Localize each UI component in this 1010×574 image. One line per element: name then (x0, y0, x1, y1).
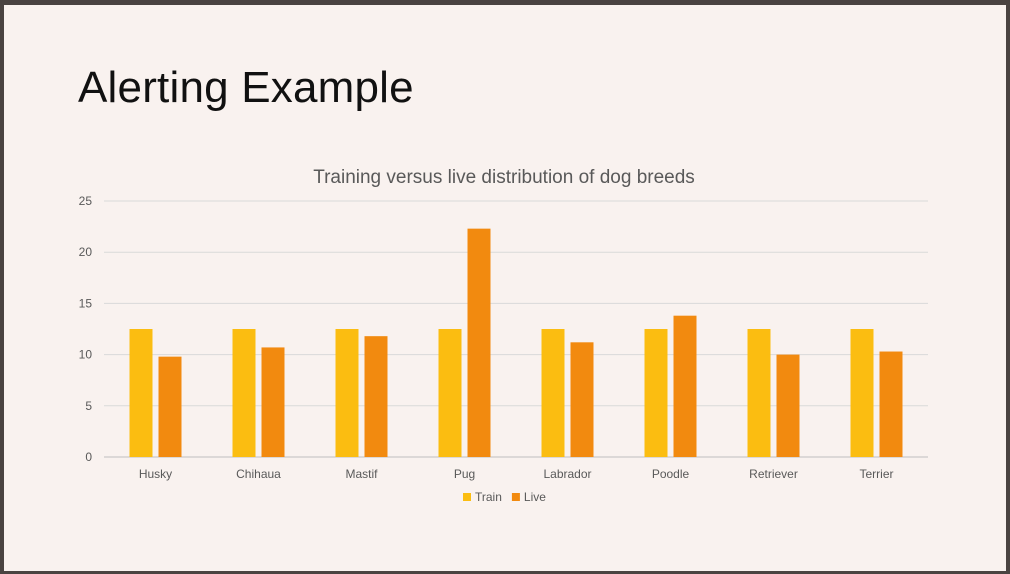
x-tick-label: Retriever (749, 467, 798, 481)
y-tick-label: 5 (85, 399, 92, 413)
chart-title: Training versus live distribution of dog… (313, 167, 695, 188)
bar-live-retriever (776, 354, 800, 457)
x-tick-label: Husky (139, 467, 172, 481)
bar-live-chihaua (261, 347, 285, 457)
bar-train-husky (129, 329, 153, 457)
gridlines (104, 200, 928, 458)
x-tick-label: Poodle (652, 467, 690, 481)
y-tick-label: 10 (79, 348, 93, 362)
legend-swatch-live (511, 493, 520, 501)
legend-label-live: Live (524, 490, 546, 504)
slide: Alerting Example (4, 5, 1006, 571)
bar-train-terrier (850, 329, 874, 457)
y-tick-label: 25 (79, 194, 93, 208)
bar-live-terrier (879, 351, 903, 457)
bar-train-pug (438, 329, 462, 457)
legend-swatch-train (463, 493, 471, 501)
x-axis: Husky Chihaua Mastif Pug Labrador Poodle Retri… (139, 467, 894, 481)
bar-train-labrador (541, 329, 565, 457)
bar-train-retriever (747, 329, 771, 457)
bar-live-mastif (364, 336, 388, 457)
x-tick-label: Terrier (859, 467, 893, 481)
y-tick-label: 0 (85, 450, 92, 464)
bar-live-pug (467, 228, 491, 457)
bar-live-poodle (673, 315, 697, 457)
legend: Train Live (463, 490, 546, 504)
x-tick-label: Labrador (543, 467, 591, 481)
legend-label-train: Train (475, 490, 502, 504)
bar-live-husky (158, 356, 182, 457)
y-axis: 0 5 10 15 20 25 (79, 194, 93, 464)
y-tick-label: 20 (79, 245, 93, 259)
bar-train-chihaua (232, 329, 256, 457)
x-tick-label: Chihaua (236, 467, 281, 481)
x-tick-label: Pug (454, 467, 475, 481)
bar-train-mastif (335, 329, 359, 457)
y-tick-label: 15 (79, 296, 93, 310)
bar-live-labrador (570, 342, 594, 457)
x-tick-label: Mastif (345, 467, 378, 481)
bar-train-poodle (644, 329, 668, 457)
slide-title: Alerting Example (78, 63, 414, 112)
bars (129, 228, 903, 457)
